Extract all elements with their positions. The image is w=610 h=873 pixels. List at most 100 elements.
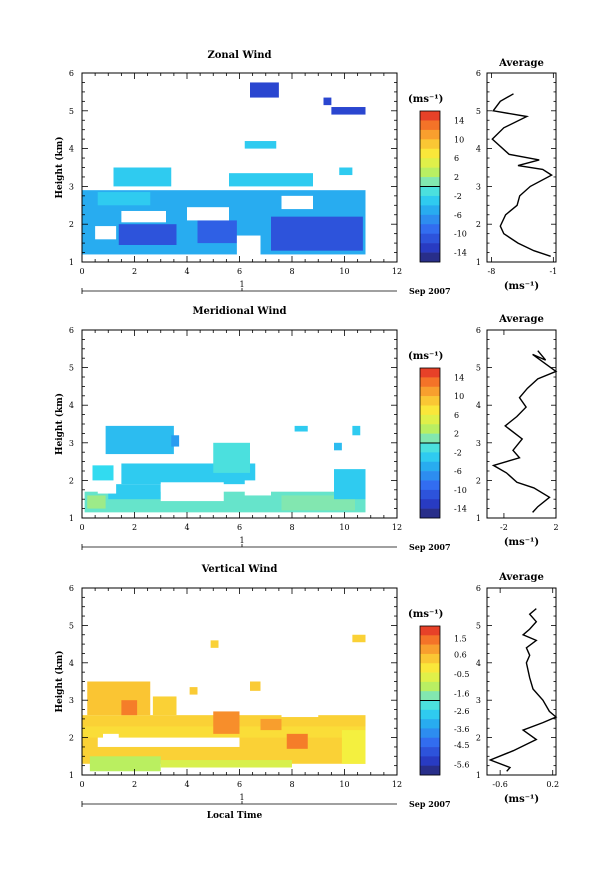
heatmap-cells [84,425,366,513]
colorbar-band [420,681,440,692]
heatmap-region [89,756,161,772]
y-tick-label: 4 [69,659,74,668]
colorbar-band [420,471,440,481]
colorbar-band [420,214,440,225]
avg-y-tick-label: 4 [476,145,481,154]
average-line [488,608,558,772]
average-profile: Average 1 2 3 4 5 6 -2 2 (ms⁻¹) [476,314,559,548]
heatmap-cells [82,82,366,259]
y-tick-label: 4 [69,145,74,154]
heatmap-region [108,484,161,500]
colorbar-band [420,452,440,463]
avg-x-tick-label: -0.6 [492,780,507,789]
colorbar-tick-label: 14 [454,116,464,125]
colorbar-tick-label: 2 [454,430,459,439]
colorbar-tick-label: -5.6 [454,760,469,769]
colorbar-tick-label: 6 [454,411,459,420]
heatmap-region [286,733,308,749]
heatmap-title: Zonal Wind [207,50,271,61]
heatmap-gap [244,480,271,496]
day-label: 1 [239,280,244,289]
y-tick-label: 2 [69,476,74,485]
x-tick-label: 6 [237,780,242,789]
day-label: 1 [239,793,244,802]
colorbar-tick-label: 0.6 [454,650,467,659]
colorbar-band [420,700,440,711]
colorbar-tick-label: -10 [454,230,467,239]
x-tick-label: 2 [132,267,137,276]
y-tick-label: 2 [69,220,74,229]
heatmap-region [260,718,282,731]
y-tick-label: 5 [69,364,74,373]
colorbar-band [420,691,440,701]
avg-y-tick-label: 6 [476,326,481,335]
x-tick-label: 12 [392,267,402,276]
colorbar-band [420,396,440,406]
y-tick-label: 3 [69,182,74,191]
avg-y-tick-label: 4 [476,659,481,668]
avg-y-tick-label: 5 [476,107,481,116]
colorbar-band [420,224,440,234]
colorbar-band [420,148,440,159]
x-tick-label: 6 [237,523,242,532]
x-tick-label: 6 [237,267,242,276]
heatmap-region [352,425,361,436]
y-tick-label: 5 [69,621,74,630]
y-tick-label: 5 [69,107,74,116]
colorbar-tick-label: -2.6 [454,707,469,716]
heatmap-region [189,687,198,695]
avg-x-tick-label: -8 [488,267,496,276]
y-tick-label: 6 [69,326,74,335]
colorbar-band [420,653,440,664]
colorbar-tick-label: 1.5 [454,634,467,643]
average-profile: Average 1 2 3 4 5 6 -8 -1 (ms⁻¹) [476,58,557,292]
avg-x-axis-label: (ms⁻¹) [504,281,539,292]
average-title: Average [498,572,544,583]
avg-x-tick-label: -1 [549,267,557,276]
heatmap-region [210,640,219,648]
day-label: 1 [239,536,244,545]
x-tick-label: 12 [392,523,402,532]
heatmap-gap [281,711,319,718]
colorbar-band [420,177,440,187]
x-tick-label: 4 [184,523,189,532]
date-label: Sep 2007 [409,542,451,552]
y-axis-label: Height (km) [54,650,65,712]
avg-y-tick-label: 6 [476,69,481,78]
colorbar-band [420,424,440,434]
heatmap-region [160,760,292,768]
x-tick-label: 4 [184,780,189,789]
colorbar-band [420,433,440,444]
colorbar-band [420,120,440,131]
heatmap-region [339,167,353,176]
avg-x-tick-label: 0.2 [546,780,559,789]
heatmap-gap [97,482,117,494]
colorbar-band [420,747,440,757]
y-tick-label: 6 [69,584,74,593]
colorbar-band [420,129,440,140]
colorbar-band [420,443,440,453]
colorbar-tick-label: 2 [454,173,459,182]
colorbar-tick-label: 6 [454,154,459,163]
average-frame [486,329,557,519]
heatmap-region [113,167,172,187]
colorbar-band [420,672,440,683]
colorbar-band [420,205,440,216]
avg-x-axis-label: (ms⁻¹) [504,537,539,548]
colorbar-band [420,635,440,645]
colorbar-band [420,111,440,121]
x-tick-label: 0 [79,267,84,276]
heatmap-region [229,173,313,187]
colorbar-band [420,626,440,636]
y-tick-label: 1 [69,514,74,523]
avg-x-axis-label: (ms⁻¹) [504,794,539,805]
colorbar-tick-label: 10 [454,392,464,401]
colorbar-band [420,377,440,388]
average-title: Average [498,314,544,325]
y-tick-label: 2 [69,734,74,743]
avg-y-tick-label: 1 [476,258,481,267]
heatmap-region [341,730,366,764]
heatmap-region [97,192,151,206]
colorbar-band [420,765,440,776]
